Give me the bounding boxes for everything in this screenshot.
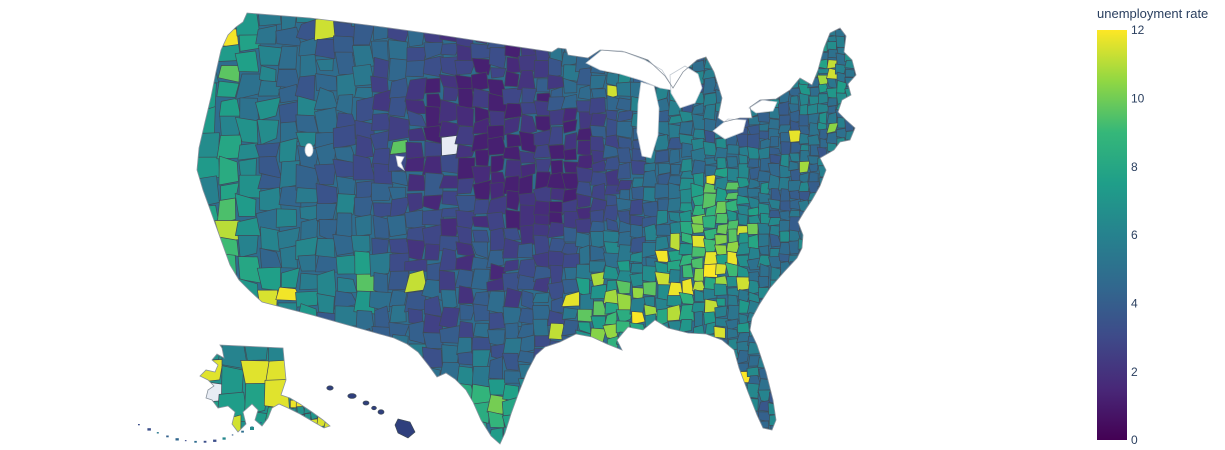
great-lakes-water xyxy=(304,49,778,172)
aleutian-islands xyxy=(138,422,262,443)
lake-erie xyxy=(712,118,747,140)
colorbar-tick-0: 0 xyxy=(1131,433,1138,447)
yellowstone-gap xyxy=(395,155,405,172)
colorbar: unemployment rate 0 2 4 6 8 10 12 xyxy=(1097,6,1208,447)
county-mosaic-mainland[interactable] xyxy=(192,2,864,450)
hawaii-islands[interactable] xyxy=(326,385,416,439)
county-mosaic-alaska[interactable] xyxy=(193,331,340,450)
colorbar-tick-4: 4 xyxy=(1131,297,1138,311)
colorbar-tick-6: 6 xyxy=(1131,228,1138,242)
lake-huron xyxy=(669,65,703,109)
lake-ontario xyxy=(748,99,778,114)
colorbar-ticks: 0 2 4 6 8 10 12 xyxy=(1131,23,1145,447)
colorbar-tick-10: 10 xyxy=(1131,92,1145,106)
colorbar-title: unemployment rate xyxy=(1097,6,1208,21)
lake-michigan xyxy=(636,81,660,159)
colorbar-tick-8: 8 xyxy=(1131,160,1138,174)
colorbar-tick-2: 2 xyxy=(1131,365,1138,379)
colorbar-tick-12: 12 xyxy=(1131,23,1145,37)
great-salt-lake xyxy=(304,143,314,157)
colorbar-gradient xyxy=(1097,30,1127,440)
